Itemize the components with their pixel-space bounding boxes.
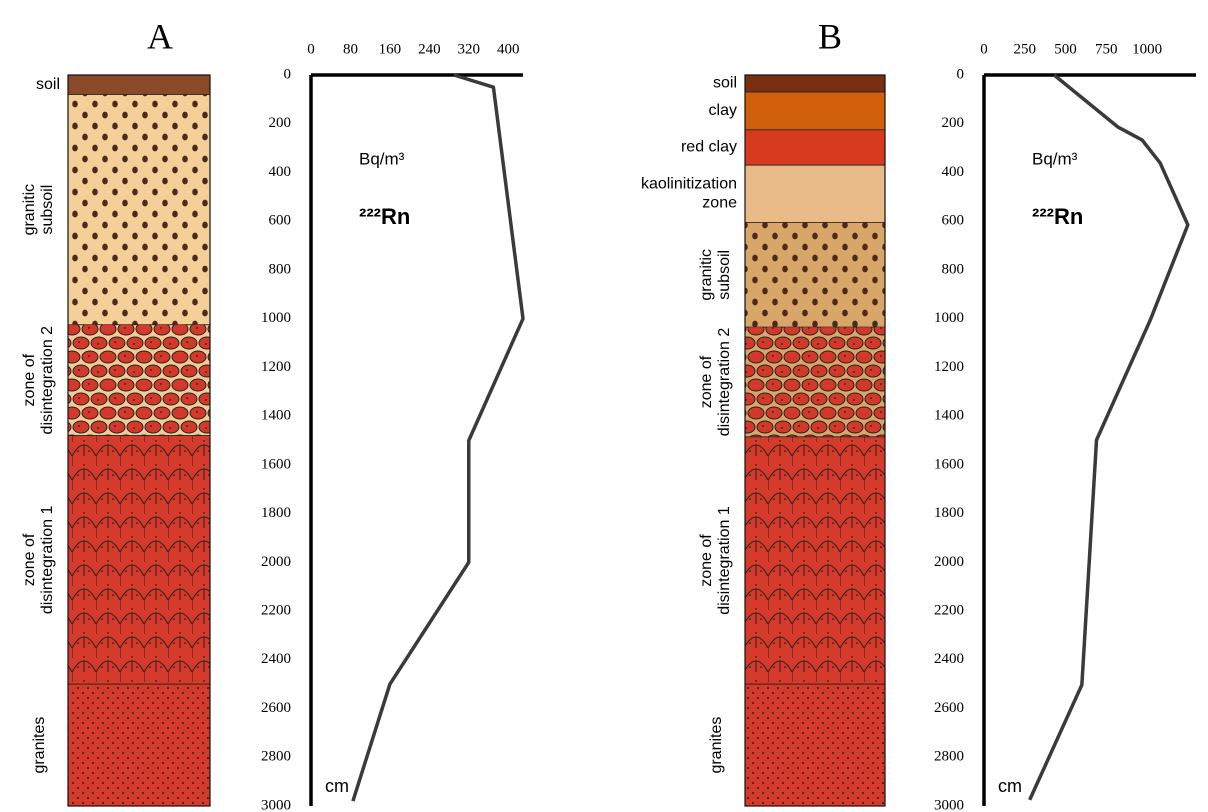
x-tick-label: 250: [1014, 41, 1037, 57]
soil-layer: [744, 164, 886, 223]
y-tick-label: 1800: [934, 505, 964, 521]
y-tick-label: 800: [269, 261, 292, 277]
x-tick-label: 500: [1054, 41, 1077, 57]
y-tick-label: 200: [269, 115, 292, 131]
y-tick-label: 2200: [934, 603, 964, 619]
soil-layer: [744, 91, 886, 131]
soil-layer: [67, 74, 211, 95]
y-tick-label: 600: [942, 213, 965, 229]
layer-label: zone of: [21, 533, 38, 586]
layer-label: disintegration 2: [39, 326, 56, 435]
y-tick-label: 2600: [934, 700, 964, 716]
layer-texture: [745, 684, 885, 806]
soil-layer: [744, 129, 886, 166]
y-tick-label: 2000: [261, 554, 291, 570]
y-tick-label: 2400: [261, 651, 291, 667]
column-border: [67, 74, 211, 807]
unit-label: Bq/m³: [1032, 149, 1078, 168]
layer-texture: [68, 324, 210, 436]
y-tick-label: 0: [284, 66, 292, 82]
layer-label: disintegration 1: [39, 506, 56, 615]
layer-texture: [745, 222, 885, 328]
layer-texture: [745, 327, 885, 437]
y-tick-label: 1000: [261, 310, 291, 326]
y-tick-label: 800: [942, 261, 965, 277]
y-tick-label: 1200: [934, 359, 964, 375]
isotope-label: ²²²Rn: [359, 204, 410, 229]
x-tick-label: 240: [418, 41, 441, 57]
layer-label: zone of: [698, 534, 715, 587]
y-tick-label: 1000: [934, 310, 964, 326]
y-tick-label: 1400: [261, 408, 291, 424]
y-tick-label: 1800: [261, 505, 291, 521]
x-tick-label: 1000: [1132, 41, 1162, 57]
y-tick-label: 1200: [261, 359, 291, 375]
layer-label: kaolinitization: [641, 176, 737, 193]
x-tick-label: 0: [980, 41, 988, 57]
y-tick-label: 2000: [934, 554, 964, 570]
y-axis-label: cm: [998, 776, 1022, 796]
layer-label: disintegration 2: [716, 328, 733, 437]
layer-label: zone: [702, 195, 737, 212]
layer-texture: [745, 436, 885, 685]
layer-label: granitic: [698, 249, 715, 301]
x-tick-label: 320: [458, 41, 481, 57]
x-tick-label: 0: [307, 41, 315, 57]
y-tick-label: 0: [957, 66, 965, 82]
layer-texture: [68, 435, 210, 685]
y-tick-label: 2800: [934, 749, 964, 765]
x-tick-label: 80: [343, 41, 358, 57]
layer-texture: [68, 94, 210, 325]
y-tick-label: 2400: [934, 651, 964, 667]
layer-label: subsoil: [716, 250, 733, 300]
x-tick-label: 400: [497, 41, 520, 57]
layer-label: granitic: [21, 184, 38, 236]
y-tick-label: 2600: [261, 700, 291, 716]
y-tick-label: 2800: [261, 749, 291, 765]
layer-label: granites: [708, 717, 725, 774]
y-tick-label: 200: [942, 115, 965, 131]
y-tick-label: 1600: [261, 456, 291, 472]
layer-label: soil: [713, 75, 737, 92]
layer-label: subsoil: [39, 185, 56, 235]
y-tick-label: 1400: [934, 408, 964, 424]
layer-label: zone of: [698, 355, 715, 408]
soil-layer: [744, 74, 886, 93]
y-tick-label: 600: [269, 213, 292, 229]
panel-title: B: [818, 16, 842, 56]
y-tick-label: 400: [269, 164, 292, 180]
x-tick-label: 160: [379, 41, 402, 57]
y-tick-label: 3000: [934, 797, 964, 812]
y-axis-label: cm: [325, 776, 349, 796]
layer-label: disintegration 1: [716, 506, 733, 615]
isotope-label: ²²²Rn: [1032, 204, 1083, 229]
y-tick-label: 2200: [261, 603, 291, 619]
unit-label: Bq/m³: [359, 149, 405, 168]
layer-label: granites: [31, 717, 48, 774]
layer-label: zone of: [21, 353, 38, 406]
y-tick-label: 3000: [261, 797, 291, 812]
panel-title: A: [147, 16, 173, 56]
y-tick-label: 1600: [934, 456, 964, 472]
profile-line: [1028, 73, 1190, 801]
layer-texture: [68, 684, 210, 806]
profile-line: [351, 73, 525, 802]
layer-label: red clay: [681, 139, 737, 156]
layer-label: clay: [709, 102, 737, 119]
column-border: [744, 74, 886, 807]
y-tick-label: 400: [942, 164, 965, 180]
layer-label: soil: [36, 76, 60, 93]
x-tick-label: 750: [1095, 41, 1118, 57]
